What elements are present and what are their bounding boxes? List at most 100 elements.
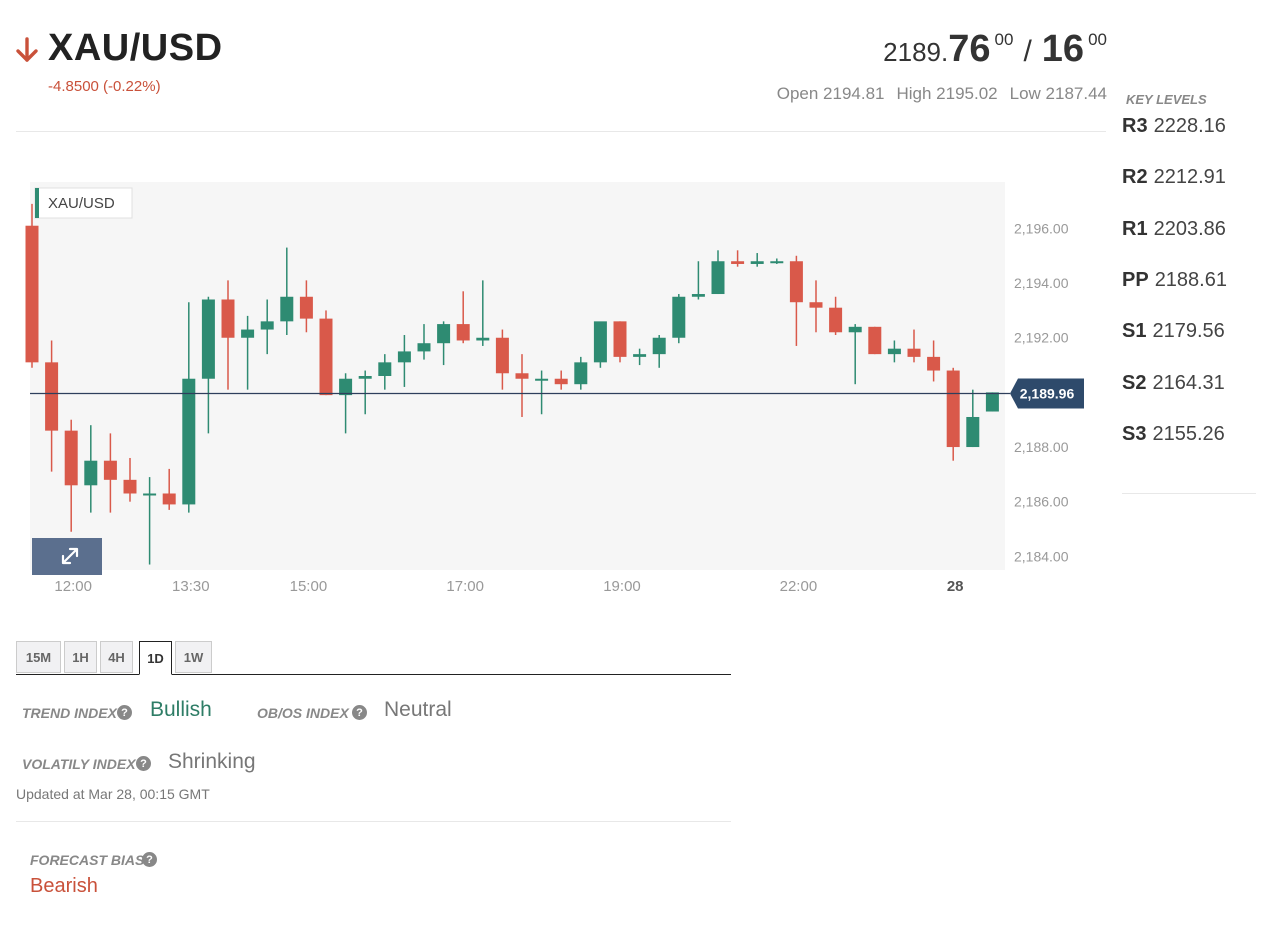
- candle-body[interactable]: [397, 351, 411, 363]
- y-tick-label: 2,184.00: [1014, 548, 1069, 564]
- candle-body[interactable]: [731, 261, 745, 264]
- candle-body[interactable]: [848, 326, 862, 333]
- candle-body[interactable]: [260, 321, 274, 330]
- key-level-name: R2: [1122, 166, 1148, 188]
- candle-body[interactable]: [143, 493, 157, 496]
- candle-body[interactable]: [789, 261, 803, 303]
- candle-body[interactable]: [495, 337, 509, 374]
- current-price-label: 2,189.96: [1020, 385, 1075, 401]
- y-tick-label: 2,192.00: [1014, 330, 1069, 346]
- y-tick-label: 2,186.00: [1014, 494, 1069, 510]
- key-level-name: R3: [1122, 115, 1148, 137]
- candle-body[interactable]: [633, 354, 647, 357]
- trend-index-value: Bullish: [150, 698, 212, 721]
- candle-body[interactable]: [887, 348, 901, 355]
- obos-index-value: Neutral: [384, 698, 452, 721]
- candle-body[interactable]: [280, 296, 294, 322]
- candle-body[interactable]: [201, 299, 215, 379]
- x-tick-label: 13:30: [172, 578, 210, 595]
- candle-body[interactable]: [927, 356, 941, 371]
- candle-body[interactable]: [221, 299, 235, 338]
- y-tick-label: 2,188.00: [1014, 439, 1069, 455]
- candle-body[interactable]: [162, 493, 176, 505]
- key-level-s3: S3 2155.26: [1122, 423, 1225, 446]
- x-tick-label: 17:00: [446, 578, 484, 595]
- candle-body[interactable]: [64, 430, 78, 486]
- candle-body[interactable]: [593, 321, 607, 363]
- candle-body[interactable]: [25, 225, 39, 363]
- candle-body[interactable]: [613, 321, 627, 357]
- candle-body[interactable]: [319, 318, 333, 396]
- candle-body[interactable]: [985, 392, 999, 412]
- candle-body[interactable]: [770, 261, 784, 264]
- candle-body[interactable]: [966, 416, 980, 448]
- candle-body[interactable]: [868, 326, 882, 355]
- candle-body[interactable]: [103, 460, 117, 480]
- candle-body[interactable]: [417, 343, 431, 352]
- volatility-help-icon[interactable]: ?: [136, 756, 151, 771]
- candle-body[interactable]: [652, 337, 666, 355]
- candle-body[interactable]: [829, 307, 843, 333]
- key-level-value: 2155.26: [1152, 423, 1225, 445]
- candle-body[interactable]: [378, 362, 392, 376]
- timeframe-tabs: 15M 1H 4H 1D 1W: [16, 640, 731, 675]
- timeframe-4h-button[interactable]: 4H: [100, 641, 133, 673]
- arrow-down-icon: [16, 37, 38, 62]
- candle-body[interactable]: [711, 261, 725, 295]
- high-value: High 2195.02: [896, 84, 998, 103]
- key-level-s2: S2 2164.31: [1122, 372, 1225, 395]
- forecast-help-icon[interactable]: ?: [142, 852, 157, 867]
- ohl-stats: Open 2194.81 High 2195.02 Low 2187.44: [765, 84, 1107, 104]
- candle-body[interactable]: [535, 378, 549, 381]
- expand-icon: [61, 547, 79, 565]
- timeframe-15m-button[interactable]: 15M: [16, 641, 61, 673]
- candle-body[interactable]: [182, 378, 196, 505]
- chart-legend-label: XAU/USD: [48, 195, 115, 212]
- x-tick-label: 28: [947, 578, 964, 595]
- candle-body[interactable]: [691, 294, 705, 297]
- candle-body[interactable]: [809, 302, 823, 308]
- key-level-name: S2: [1122, 372, 1147, 394]
- key-level-s1: S1 2179.56: [1122, 320, 1225, 343]
- candle-body[interactable]: [299, 296, 313, 319]
- candle-body[interactable]: [907, 348, 921, 357]
- x-tick-label: 19:00: [603, 578, 641, 595]
- timeframe-1w-button[interactable]: 1W: [175, 641, 212, 673]
- candle-body[interactable]: [437, 324, 451, 344]
- obos-help-icon[interactable]: ?: [352, 705, 367, 720]
- candle-body[interactable]: [574, 362, 588, 385]
- candle-body[interactable]: [476, 337, 490, 341]
- indexes-divider: [16, 821, 731, 822]
- ask-big: 16: [1041, 28, 1085, 70]
- trend-help-icon[interactable]: ?: [117, 705, 132, 720]
- candle-body[interactable]: [241, 329, 255, 338]
- candle-body[interactable]: [672, 296, 686, 338]
- candle-body[interactable]: [554, 378, 568, 385]
- y-tick-label: 2,196.00: [1014, 220, 1069, 236]
- key-level-r2: R2 2212.91: [1122, 166, 1226, 189]
- bid-big: 76: [948, 28, 991, 70]
- candle-body[interactable]: [45, 362, 59, 431]
- key-level-value: 2203.86: [1153, 218, 1226, 240]
- candle-body[interactable]: [339, 378, 353, 396]
- timeframe-1h-button[interactable]: 1H: [64, 641, 97, 673]
- key-level-value: 2212.91: [1153, 166, 1226, 188]
- price-chart[interactable]: 2,196.002,194.002,192.002,190.002,188.00…: [0, 170, 1110, 610]
- candle-body[interactable]: [123, 479, 137, 494]
- ask-sup: 00: [1088, 30, 1107, 49]
- candle-body[interactable]: [750, 261, 764, 264]
- price-slash: /: [1023, 35, 1032, 68]
- key-level-name: S3: [1122, 423, 1147, 445]
- candle-body[interactable]: [358, 376, 372, 379]
- candlestick-chart-svg[interactable]: 2,196.002,194.002,192.002,190.002,188.00…: [0, 170, 1110, 610]
- candle-body[interactable]: [84, 460, 98, 486]
- timeframe-1d-button[interactable]: 1D: [139, 641, 172, 675]
- updated-timestamp: Updated at Mar 28, 00:15 GMT: [16, 786, 210, 802]
- open-value: Open 2194.81: [776, 84, 885, 103]
- candle-body[interactable]: [946, 370, 960, 448]
- candle-body[interactable]: [456, 324, 470, 341]
- symbol-title: XAU/USD: [48, 27, 223, 69]
- fullscreen-button[interactable]: [32, 538, 102, 575]
- candle-body[interactable]: [515, 373, 529, 379]
- trend-index-label: TREND INDEX: [22, 705, 117, 721]
